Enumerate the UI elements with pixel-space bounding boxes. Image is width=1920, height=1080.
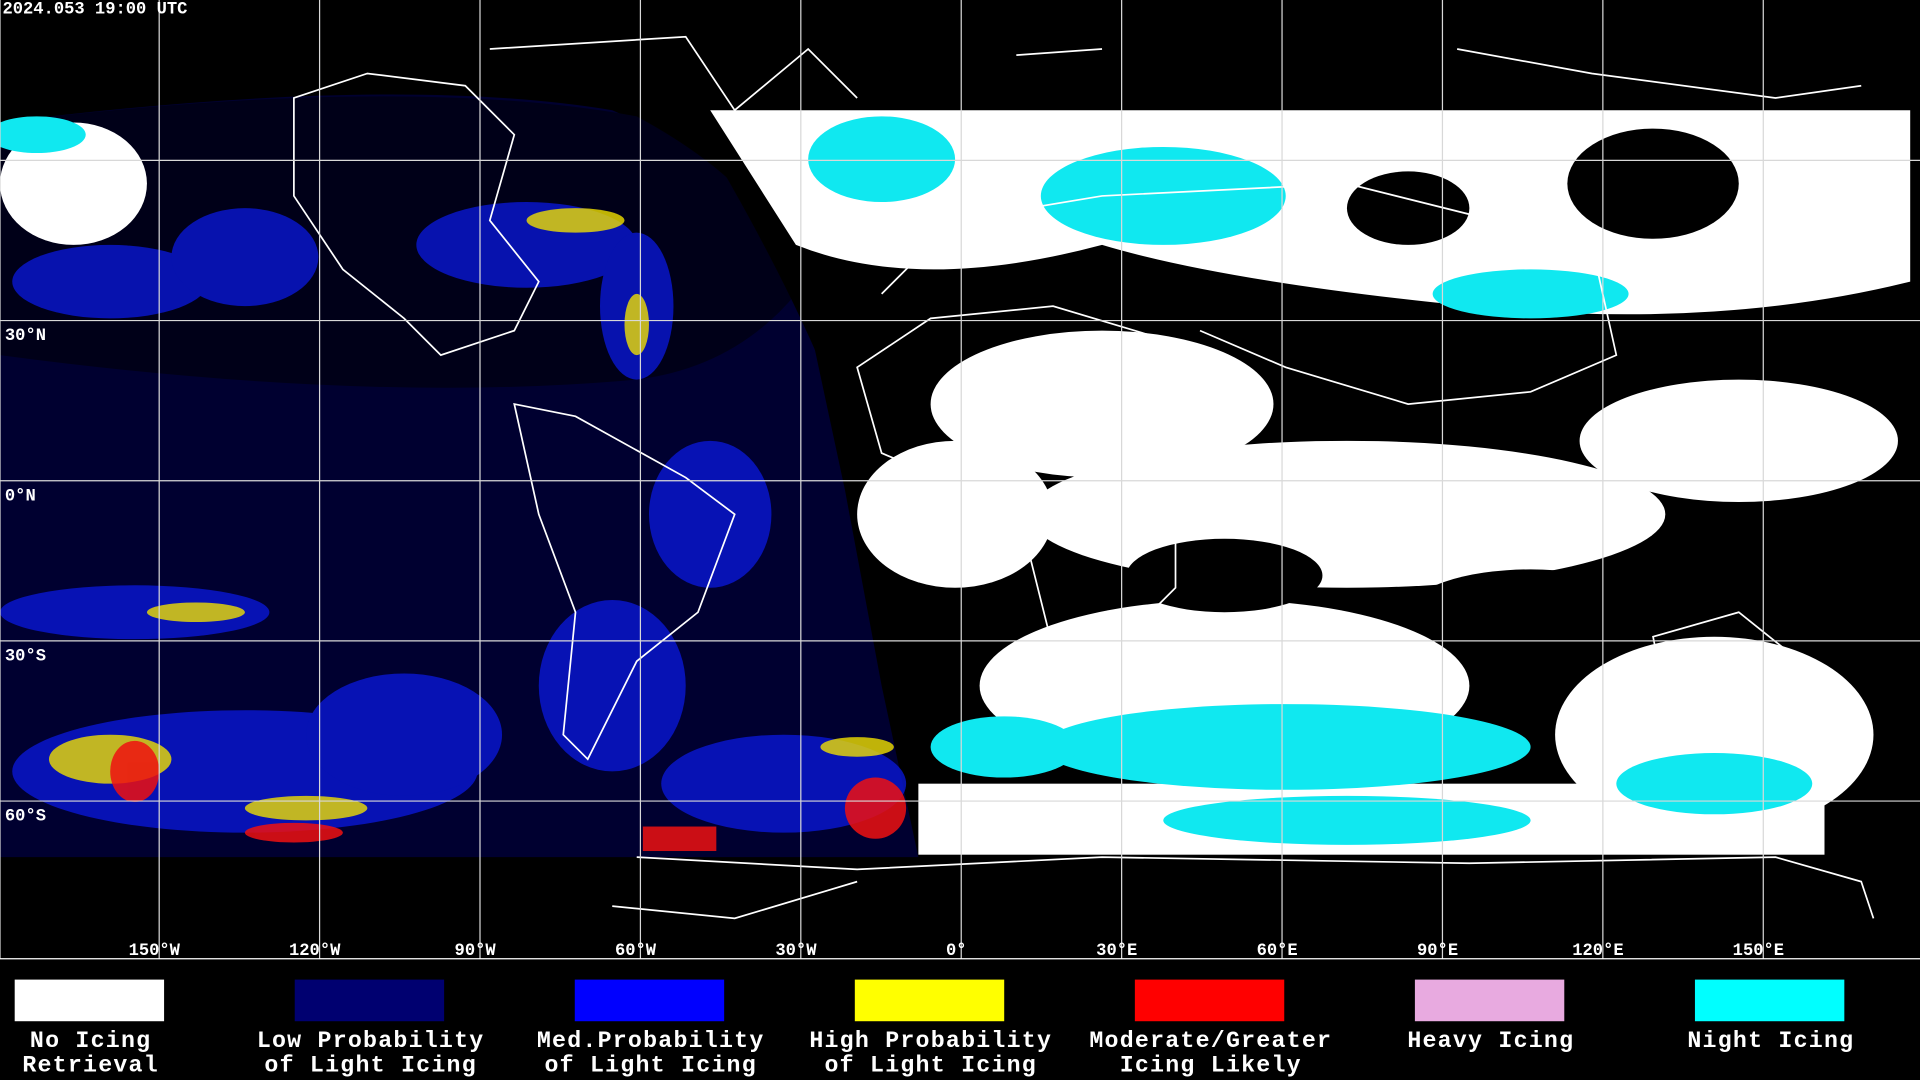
latitude-label: 60°S (5, 808, 46, 827)
longitude-label: 30°W (775, 942, 817, 961)
legend-label: of Light Icing (544, 1052, 756, 1078)
legend-label: of Light Icing (824, 1052, 1036, 1078)
latitude-label: 60°N (5, 167, 46, 186)
latitude-label: 30°N (5, 327, 46, 346)
graticule-labels: 150°W 120°W 90°W 60°W 30°W 0° 30°E 60°E 90°E 120°… (5, 167, 1784, 961)
satellite-imagery (0, 35, 1911, 920)
moderate-icing-areas (110, 740, 907, 852)
legend-label: Med.Probability (537, 1028, 765, 1054)
legend-label: of Light Icing (264, 1052, 476, 1078)
legend-swatch (1134, 979, 1285, 1022)
med-probability-areas (0, 202, 907, 833)
coastlines (293, 35, 1875, 920)
legend-swatch (14, 979, 165, 1022)
legend-label: No Icing (30, 1028, 151, 1054)
longitude-label: 150°E (1733, 942, 1784, 961)
legend-label: High Probability (809, 1028, 1052, 1054)
latitude-label: 0°N (5, 487, 36, 506)
legend-swatch (574, 979, 725, 1022)
legend-swatch (854, 979, 1005, 1022)
latitude-label: 30°S (5, 647, 46, 666)
legend-label: Moderate/Greater (1089, 1028, 1332, 1054)
longitude-label: 60°W (615, 942, 657, 961)
longitude-label: 90°E (1417, 942, 1458, 961)
longitude-label: 0° (946, 942, 967, 961)
longitude-label: 60°E (1257, 942, 1298, 961)
legend-label: Low Probability (257, 1028, 485, 1054)
longitude-label: 150°W (129, 942, 181, 961)
clear-areas (1126, 128, 1739, 656)
dark-region (0, 96, 796, 388)
legend-swatch (294, 979, 445, 1022)
longitude-label: 30°E (1096, 942, 1137, 961)
longitude-label: 120°W (289, 942, 341, 961)
longitude-label: 90°W (455, 942, 497, 961)
legend-swatch (1694, 979, 1845, 1022)
graticule (0, 0, 1920, 960)
legend-label: Heavy Icing (1407, 1028, 1574, 1054)
legend-label: Icing Likely (1120, 1052, 1302, 1078)
longitude-label: 120°E (1572, 942, 1623, 961)
legend-label: Night Icing (1687, 1028, 1854, 1054)
timestamp: 2024.053 19:00 UTC (2, 0, 187, 19)
legend-swatch (1414, 979, 1565, 1022)
legend-label: Retrieval (22, 1052, 159, 1078)
